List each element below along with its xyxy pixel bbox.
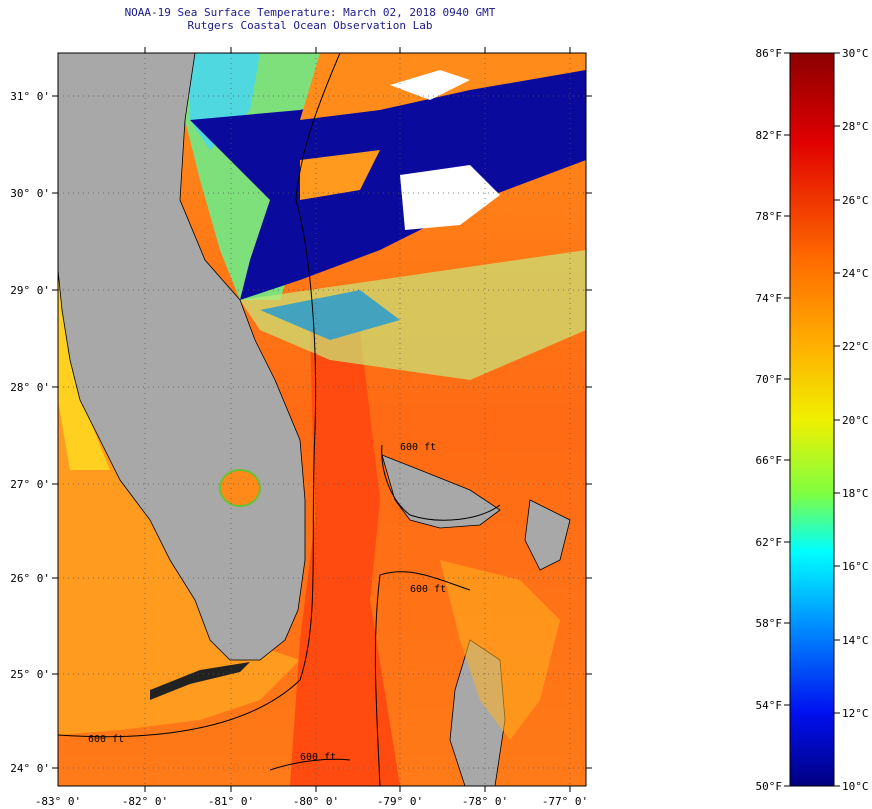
florida-peninsula [58, 53, 306, 661]
gulf-stream [290, 330, 400, 786]
grand-bahama [381, 454, 501, 529]
legend-c-label: 18°C [842, 487, 869, 500]
legend-f-label: 78°F [756, 210, 783, 223]
lon-label: -79° 0' [377, 795, 423, 808]
lat-label: 26° 0' [10, 572, 50, 585]
map-subtitle: Rutgers Coastal Ocean Observation Lab [187, 19, 433, 32]
warm-eddy [300, 150, 380, 200]
lat-label: 25° 0' [10, 668, 50, 681]
contour-label-grand-bahama: 600 ft [400, 442, 436, 453]
contour-600ft-andros [374, 571, 471, 786]
legend-c-label: 22°C [842, 340, 869, 353]
contour-label-gulf: 600 ft [88, 734, 124, 745]
celsius-labels: 30°C 28°C 26°C 24°C 22°C 20°C 18°C 16°C … [842, 47, 869, 793]
legend-c-label: 26°C [842, 194, 869, 207]
map-title: NOAA-19 Sea Surface Temperature: March 0… [124, 6, 496, 19]
lake-okeechobee [219, 469, 261, 507]
legend-f-label: 70°F [756, 373, 783, 386]
graticule [58, 53, 586, 786]
contour-label-south: 600 ft [300, 752, 336, 763]
map-ticks [52, 47, 592, 792]
legend-f-label: 50°F [756, 780, 783, 793]
legend-c-label: 12°C [842, 707, 869, 720]
cloud-mask [190, 60, 586, 300]
contour-600ft-south [269, 758, 351, 771]
contour-label-andros: 600 ft [410, 584, 446, 595]
legend-f-label: 58°F [756, 617, 783, 630]
lon-label: -78° 0' [462, 795, 508, 808]
lon-label: -77° 0' [542, 795, 588, 808]
lat-label: 27° 0' [10, 478, 50, 491]
legend-c-label: 24°C [842, 267, 869, 280]
abaco-island [524, 499, 571, 571]
legend-c-label: 28°C [842, 120, 869, 133]
map-frame [57, 52, 587, 787]
legend-c-label: 30°C [842, 47, 869, 60]
latitude-labels: 31° 0' 30° 0' 29° 0' 28° 0' 27° 0' 26° 0… [10, 90, 50, 775]
contour-600ft-grand-bahama [381, 444, 501, 521]
florida-keys [150, 662, 250, 700]
map-area[interactable] [58, 53, 586, 786]
lon-label: -83° 0' [35, 795, 81, 808]
colorbar-ticks [784, 52, 840, 787]
legend-c-label: 16°C [842, 560, 869, 573]
legend-f-label: 62°F [756, 536, 783, 549]
mixed-front [240, 250, 586, 380]
cloud-white-1 [400, 165, 500, 230]
fahrenheit-labels: 86°F 82°F 78°F 74°F 70°F 66°F 62°F 58°F … [756, 47, 783, 793]
temperature-colorbar [789, 52, 835, 787]
lat-label: 28° 0' [10, 381, 50, 394]
legend-c-label: 14°C [842, 634, 869, 647]
great-bahama-bank [440, 560, 560, 740]
lon-label: -81° 0' [208, 795, 254, 808]
legend-f-label: 66°F [756, 454, 783, 467]
cloud-white-2 [390, 70, 470, 100]
lat-label: 29° 0' [10, 284, 50, 297]
lon-label: -82° 0' [122, 795, 168, 808]
legend-c-label: 10°C [842, 780, 869, 793]
legend-c-label: 20°C [842, 414, 869, 427]
lat-label: 31° 0' [10, 90, 50, 103]
lat-label: 24° 0' [10, 762, 50, 775]
cold-patch [260, 290, 400, 340]
lon-label: -80° 0' [293, 795, 339, 808]
longitude-labels: -83° 0' -82° 0' -81° 0' -80° 0' -79° 0' … [35, 795, 588, 808]
legend-f-label: 82°F [756, 129, 783, 142]
legend-f-label: 86°F [756, 47, 783, 60]
legend-f-label: 54°F [756, 699, 783, 712]
lat-label: 30° 0' [10, 187, 50, 200]
legend-f-label: 74°F [756, 292, 783, 305]
contour-600ft-florida [58, 53, 341, 738]
